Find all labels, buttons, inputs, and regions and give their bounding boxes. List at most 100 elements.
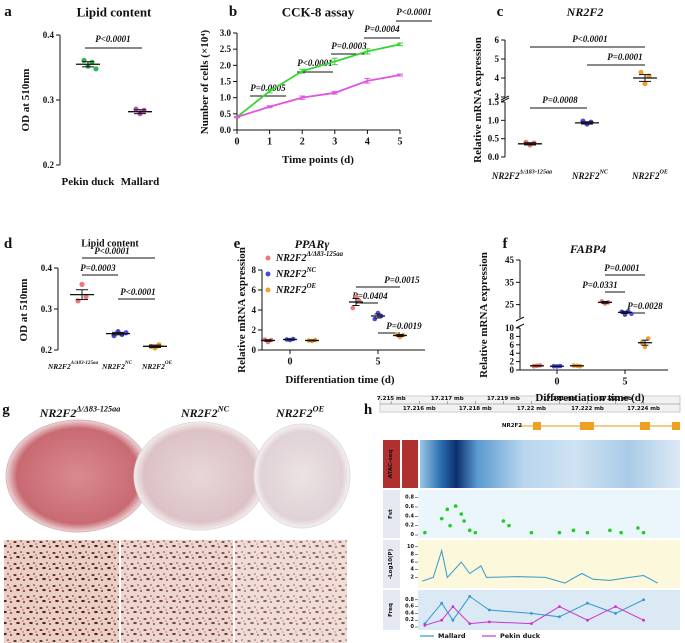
dish — [133, 421, 267, 531]
atac-heatmap — [420, 440, 680, 488]
annotation: P<0.0001 — [297, 58, 332, 68]
gene-name: NR2F2 — [275, 253, 307, 264]
y-tick-label: 10 — [505, 323, 515, 333]
legend-label: Mallard — [438, 632, 466, 640]
y-tick-label: 1.5 — [488, 97, 500, 107]
panel-letter: a — [4, 4, 12, 20]
axis-break — [515, 316, 525, 322]
data-point — [93, 66, 99, 72]
gene-label: NR2F2OE — [275, 404, 325, 420]
y-tick-label: 2 — [510, 357, 515, 367]
data-point — [75, 298, 81, 304]
annotation: P=0.0008 — [542, 95, 578, 105]
gene-superscript: NC — [217, 404, 230, 413]
gene-label: NR2F2Δ/Δ83-125aa — [47, 360, 99, 370]
annotation: P=0.0005 — [250, 83, 286, 93]
track-point — [501, 519, 506, 523]
gene-superscript: OE — [660, 170, 668, 176]
chart-title: Lipid content — [81, 239, 139, 250]
y-tick-label: 6 — [252, 285, 257, 295]
y-axis-label: Relative mRNA expression — [478, 252, 490, 378]
annotation: P=0.0004 — [364, 24, 400, 34]
track-point — [423, 623, 427, 627]
gene-name: NR2F2 — [631, 171, 660, 181]
track-point — [451, 618, 455, 622]
track-background — [418, 490, 680, 538]
x-tick-label: 17.216 mb — [403, 406, 436, 412]
x-tick-label: Mallard — [121, 176, 160, 188]
panel-letter: h — [364, 402, 373, 418]
dish — [5, 419, 151, 533]
annotation: P=0.0019 — [386, 321, 422, 331]
y-tick-label: 0.4 — [405, 610, 414, 616]
gene-superscript: NC — [124, 360, 133, 366]
track-point — [440, 601, 444, 605]
data-point — [372, 316, 378, 322]
track-point — [451, 605, 455, 608]
y-tick-label: 0 — [252, 345, 257, 355]
annotation: P<0.0001 — [572, 34, 607, 44]
gene-label: NR2F2Δ/Δ83-125aa — [39, 404, 121, 420]
data-point — [133, 106, 139, 112]
legend-marker — [265, 271, 271, 277]
gene-label: NR2F2OE — [631, 170, 668, 181]
track-point — [619, 530, 623, 535]
panel-letter: f — [503, 236, 509, 252]
y-tick-label: 6 — [411, 559, 415, 565]
track-point — [530, 622, 533, 625]
legend-marker — [265, 255, 271, 261]
gene-superscript: OE — [313, 404, 325, 413]
y-tick-label: 0.0 — [488, 152, 500, 162]
track-label-box — [383, 590, 400, 630]
axis-break — [500, 97, 510, 103]
gene-label: NR2F2NC — [180, 404, 230, 420]
y-tick-label: 0.5 — [220, 109, 232, 119]
x-tick-label: Pekin duck — [62, 176, 116, 188]
x-tick-label: 17.221 mb — [543, 396, 576, 402]
y-tick-label: 4 — [252, 305, 257, 315]
track-name: ATAC-seq — [388, 450, 394, 479]
y-tick-label: 4 — [510, 348, 515, 358]
y-tick-label: 2.5 — [220, 44, 232, 54]
gene-name: NR2F2 — [39, 406, 77, 420]
x-tick-label: 17.222 mb — [571, 406, 604, 412]
data-point — [642, 81, 648, 87]
x-tick-label: 17.22 mb — [517, 406, 546, 412]
annotation: P=0.0003 — [80, 263, 116, 273]
x-tick-label: 2 — [300, 137, 305, 148]
track-name: -Log10(P) — [388, 548, 394, 579]
gene-label: NR2F2NC — [101, 360, 133, 370]
gene-superscript: Δ/Δ83-125aa — [306, 251, 344, 258]
annotation: P=0.0404 — [352, 291, 388, 301]
annotation: P<0.0001 — [120, 287, 155, 297]
axis-break — [500, 95, 510, 101]
track-point — [571, 528, 576, 533]
exon — [640, 422, 650, 430]
y-tick-label: 5 — [495, 54, 500, 64]
y-tick-label: 0.2 — [405, 617, 414, 623]
track-point — [614, 612, 617, 615]
data-point — [645, 336, 651, 341]
y-tick-label: 0.2 — [405, 523, 414, 529]
track-background — [418, 590, 680, 630]
data-point — [83, 294, 89, 300]
track-point — [467, 528, 472, 533]
gene-superscript: Δ/Δ83-125aa — [75, 404, 120, 413]
data-point — [79, 281, 85, 287]
gene-superscript: Δ/Δ83-125aa — [70, 360, 99, 366]
data-point — [81, 57, 87, 63]
track-point — [642, 618, 645, 622]
panel-letter: c — [497, 4, 504, 20]
gene-name: NR2F2 — [101, 362, 125, 371]
micrograph — [121, 540, 233, 643]
gene-name: NR2F2 — [275, 406, 313, 420]
x-tick-label: 5 — [376, 357, 381, 368]
series-line — [236, 43, 401, 118]
y-tick-label: 10 — [407, 544, 414, 550]
x-tick-label: 17.219 mb — [487, 396, 520, 402]
track-point — [473, 530, 478, 535]
track-point — [558, 615, 561, 619]
track-point — [439, 516, 444, 521]
y-tick-label: 2.0 — [220, 60, 232, 70]
